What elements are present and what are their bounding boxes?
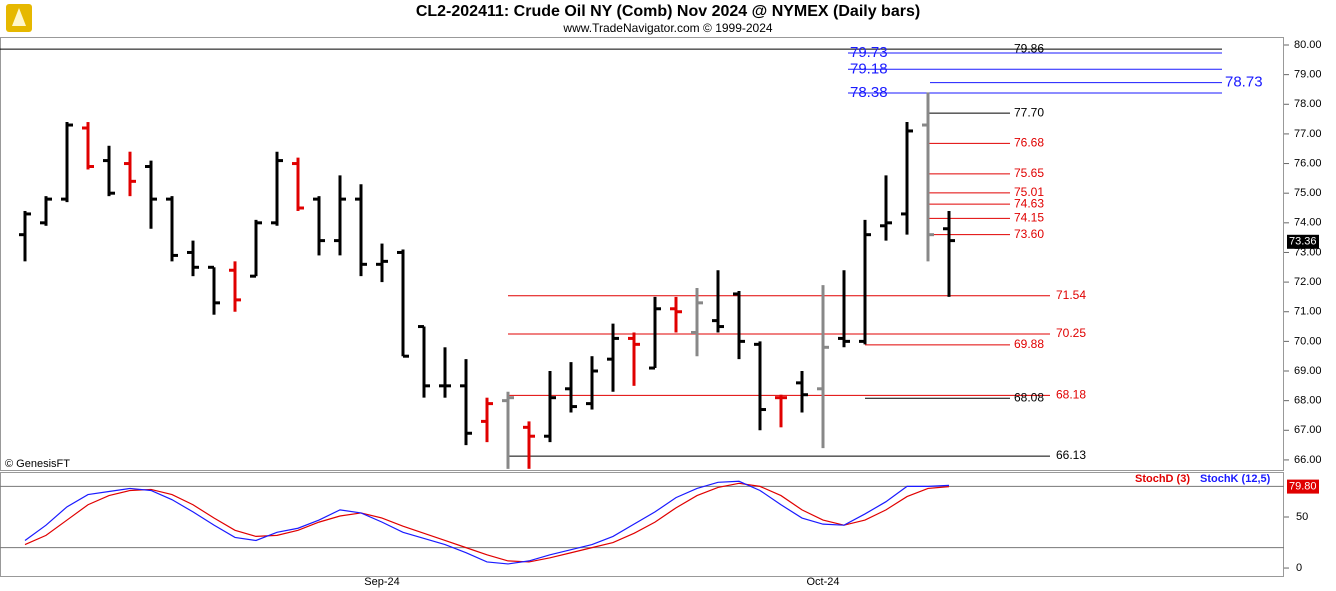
level-label: 75.65	[1014, 166, 1044, 180]
last-price-box	[1287, 234, 1319, 249]
stoch-line	[24, 480, 950, 565]
level-label: 74.15	[1014, 211, 1044, 225]
x-tick-label: Oct-24	[806, 576, 839, 588]
last-value-box	[1287, 479, 1319, 494]
last-price-label: 73.36	[1289, 236, 1317, 248]
level-label: 79.73	[850, 44, 888, 61]
level-label: 78.38	[850, 84, 888, 101]
y-tick-label: 71.00	[1294, 306, 1322, 318]
level-label: 66.13	[1056, 448, 1086, 462]
y-tick-label: 50	[1296, 511, 1308, 523]
chart-title: CL2-202411: Crude Oil NY (Comb) Nov 2024…	[416, 3, 920, 20]
level-label: 74.63	[1014, 196, 1044, 210]
y-tick-label: 76.00	[1294, 157, 1322, 169]
y-tick-label: 78.00	[1294, 98, 1322, 110]
level-label: 68.18	[1056, 387, 1086, 401]
level-label: 70.25	[1056, 326, 1086, 340]
logo	[6, 4, 32, 32]
last-value-label: 79.80	[1289, 481, 1317, 493]
level-label: 76.68	[1014, 136, 1044, 150]
y-tick-label: 73.00	[1294, 246, 1322, 258]
y-tick-label: 67.00	[1294, 424, 1322, 436]
level-label: 78.73	[1225, 74, 1263, 91]
y-tick-label: 80.00	[1294, 39, 1322, 51]
level-label: 79.86	[1014, 41, 1044, 55]
y-tick-label: 70.00	[1294, 335, 1322, 347]
chart-subtitle: www.TradeNavigator.com © 1999-2024	[562, 21, 772, 35]
y-tick-label: 77.00	[1294, 128, 1322, 140]
legend-entry: StochK (12,5)	[1200, 473, 1271, 485]
y-tick-label: 79.00	[1294, 69, 1322, 81]
logo-mark	[12, 8, 26, 26]
y-tick-label: 68.00	[1294, 395, 1322, 407]
x-tick-label: Sep-24	[364, 576, 399, 588]
watermark: © GenesisFT	[5, 458, 70, 470]
level-label: 77.70	[1014, 105, 1044, 119]
level-label: 68.08	[1014, 390, 1044, 404]
level-label: 73.60	[1014, 227, 1044, 241]
y-tick-label: 66.00	[1294, 454, 1322, 466]
stoch-line	[24, 482, 950, 563]
level-label: 75.01	[1014, 185, 1044, 199]
y-tick-label: 75.00	[1294, 187, 1322, 199]
price-panel	[0, 37, 1284, 471]
y-tick-label: 72.00	[1294, 276, 1322, 288]
y-tick-label: 0	[1296, 562, 1302, 574]
y-tick-label: 74.00	[1294, 217, 1322, 229]
legend-entry: StochD (3)	[1135, 473, 1190, 485]
level-label: 79.18	[850, 60, 888, 77]
y-tick-label: 69.00	[1294, 365, 1322, 377]
level-label: 69.88	[1014, 337, 1044, 351]
level-label: 71.54	[1056, 288, 1086, 302]
stoch-panel	[0, 472, 1284, 577]
